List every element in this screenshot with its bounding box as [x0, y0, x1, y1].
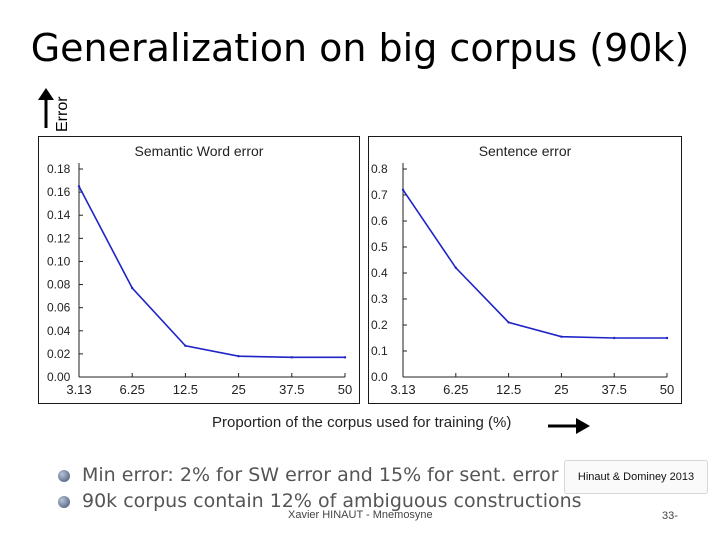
- x-tick-label: 6.25: [120, 382, 145, 397]
- y-tick-label: 0.0: [371, 370, 388, 384]
- page-number: 33-: [662, 510, 678, 522]
- y-axis-arrow-icon: [38, 88, 54, 128]
- y-tick-label: 0.2: [371, 318, 388, 332]
- x-tick-label: 12.5: [173, 382, 198, 397]
- x-tick-label: 50: [338, 382, 352, 397]
- y-tick-label: 0.06: [47, 301, 71, 315]
- bullet-text: 90k corpus contain 12% of ambiguous cons…: [82, 490, 582, 512]
- y-tick-label: 0.16: [47, 185, 71, 199]
- x-tick-label: 25: [554, 382, 568, 397]
- data-point: [401, 188, 405, 191]
- data-point: [237, 355, 240, 358]
- y-tick-label: 0.04: [47, 324, 71, 338]
- data-point: [507, 321, 510, 324]
- footer-author: Xavier HINAUT - Mnemosyne: [288, 509, 433, 521]
- y-tick-label: 0.10: [47, 254, 71, 268]
- y-tick-label: 0.18: [47, 162, 71, 176]
- y-tick-label: 0.14: [47, 208, 71, 222]
- x-axis-arrow-icon: [548, 418, 590, 434]
- bullet-item: 90k corpus contain 12% of ambiguous cons…: [58, 490, 582, 516]
- y-tick-label: 0.08: [47, 278, 71, 292]
- y-tick-label: 0.8: [371, 162, 388, 176]
- data-point: [613, 336, 616, 340]
- y-tick-label: 0.7: [371, 188, 388, 202]
- x-tick-label: 37.5: [279, 382, 304, 397]
- y-tick-label: 0.6: [371, 214, 388, 228]
- chart-title: Sentence error: [478, 143, 572, 159]
- y-tick-label: 0.02: [47, 347, 71, 361]
- chart-panel-sentence-error: Sentence error 0.0 0.1 0.2 0.3 0.4 0.5 0.6 0.7 0…: [368, 136, 682, 404]
- x-tick-label: 3.13: [390, 382, 415, 397]
- y-axis-label: Error: [54, 96, 71, 132]
- bullet-dot-icon: [58, 470, 70, 482]
- data-point: [131, 286, 134, 290]
- data-point: [560, 335, 563, 338]
- data-point: [290, 356, 293, 359]
- y-tick-label: 0.1: [371, 344, 388, 358]
- data-point: [343, 356, 347, 359]
- y-tick-label: 0.00: [47, 370, 71, 384]
- y-tick-label: 0.4: [371, 266, 388, 280]
- bullet-list: Min error: 2% for SW error and 15% for s…: [58, 464, 582, 516]
- bullet-text: Min error: 2% for SW error and 15% for s…: [82, 464, 559, 486]
- x-tick-label: 3.13: [66, 382, 91, 397]
- bullet-item: Min error: 2% for SW error and 15% for s…: [58, 464, 582, 490]
- chart-panel-semantic-word-error: Semantic Word error 0.00 0.02 0.04 0.06 0.08…: [38, 136, 360, 404]
- x-tick-label: 37.5: [602, 382, 627, 397]
- bullet-dot-icon: [58, 496, 70, 508]
- data-point: [77, 185, 81, 188]
- slide-title: Generalization on big corpus (90k): [30, 26, 690, 70]
- data-point: [184, 344, 187, 347]
- x-tick-label: 6.25: [443, 382, 468, 397]
- data-point: [665, 336, 669, 340]
- x-tick-label: 12.5: [496, 382, 521, 397]
- x-tick-label: 50: [660, 382, 674, 397]
- x-axis-label: Proportion of the corpus used for traini…: [212, 414, 512, 431]
- y-tick-label: 0.3: [371, 292, 388, 306]
- chart-semantic-word-error: 0.00 0.02 0.04 0.06 0.08 0.10 0.12 0.14 0.16 0.18…: [47, 162, 352, 397]
- series-line: [402, 189, 667, 339]
- series-line: [78, 185, 345, 359]
- chart-title: Semantic Word error: [134, 143, 264, 159]
- x-tick-label: 25: [231, 382, 245, 397]
- reference-box: Hinaut & Dominey 2013: [564, 460, 708, 494]
- y-tick-label: 0.5: [371, 240, 388, 254]
- data-point: [454, 266, 457, 269]
- chart-sentence-error: 0.0 0.1 0.2 0.3 0.4 0.5 0.6 0.7 0.8 3.13 6.25 12.5 2…: [371, 162, 674, 397]
- y-tick-label: 0.12: [47, 231, 71, 245]
